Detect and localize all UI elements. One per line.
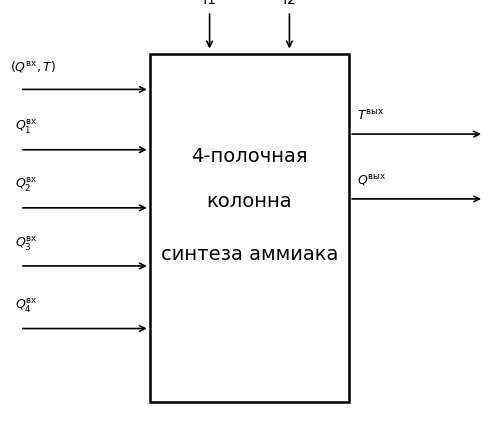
Text: f2: f2 (282, 0, 296, 7)
Text: $Q^{\rm вх}_{4}$: $Q^{\rm вх}_{4}$ (15, 298, 38, 315)
Text: $Q^{\rm вх}_{2}$: $Q^{\rm вх}_{2}$ (15, 177, 38, 194)
Text: 4-полочная: 4-полочная (191, 147, 308, 166)
Text: $Q^{\rm вых}$: $Q^{\rm вых}$ (357, 173, 386, 188)
Text: $Q^{\rm вх}_{1}$: $Q^{\rm вх}_{1}$ (15, 119, 38, 136)
Text: $T^{\rm вых}$: $T^{\rm вых}$ (357, 109, 384, 123)
Text: колонна: колонна (207, 192, 292, 211)
Text: f1: f1 (203, 0, 217, 7)
Text: синтеза аммиака: синтеза аммиака (161, 245, 338, 264)
Text: $(Q^{\rm вх},T)$: $(Q^{\rm вх},T)$ (10, 59, 56, 74)
Bar (150, 54, 349, 402)
Text: $Q^{\rm вх}_{3}$: $Q^{\rm вх}_{3}$ (15, 235, 38, 253)
